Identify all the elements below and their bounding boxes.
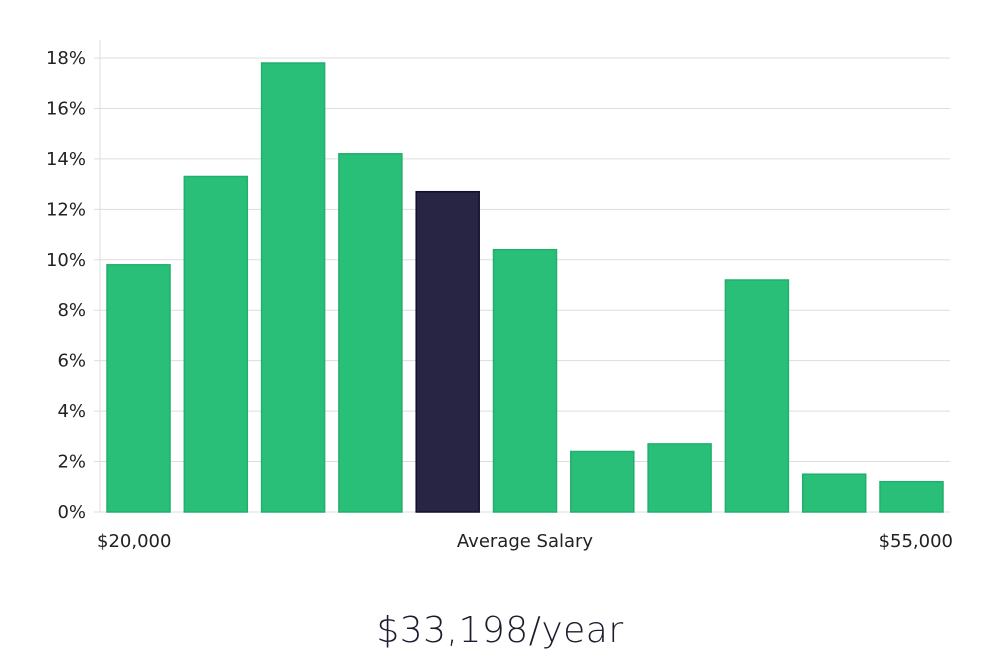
bar — [183, 175, 249, 513]
salary-histogram: 0% 2% 4% 6% 8% 10% 12% 14% 16% 18% $20,000 Averag… — [46, 40, 953, 552]
bar — [724, 279, 790, 513]
bar — [801, 473, 867, 513]
y-tick-labels: 0% 2% 4% 6% 8% 10% 12% 14% 16% 18% — [46, 48, 86, 523]
bar — [260, 62, 326, 513]
y-tick-label: 4% — [57, 401, 86, 422]
x-start-label: $20,000 — [97, 531, 171, 552]
y-tick-label: 16% — [46, 98, 86, 119]
y-tick-label: 18% — [46, 48, 86, 69]
bars — [106, 62, 944, 513]
bar — [570, 450, 635, 513]
y-tick-label: 10% — [46, 250, 86, 271]
average-salary-value: $33,198/year — [376, 610, 624, 651]
y-tick-label: 8% — [57, 300, 86, 321]
bar — [879, 480, 944, 513]
x-end-label: $55,000 — [879, 531, 953, 552]
bar — [647, 443, 712, 513]
y-tick-label: 6% — [57, 351, 86, 372]
y-tick-label: 0% — [57, 502, 86, 523]
y-tick-label: 2% — [57, 452, 86, 473]
bar-highlighted-average — [415, 190, 480, 513]
y-tick-label: 12% — [46, 199, 86, 220]
y-tick-label: 14% — [46, 149, 86, 170]
bar — [106, 264, 171, 513]
bar — [492, 248, 558, 513]
bar — [338, 153, 403, 513]
x-axis-label: Average Salary — [457, 531, 594, 552]
